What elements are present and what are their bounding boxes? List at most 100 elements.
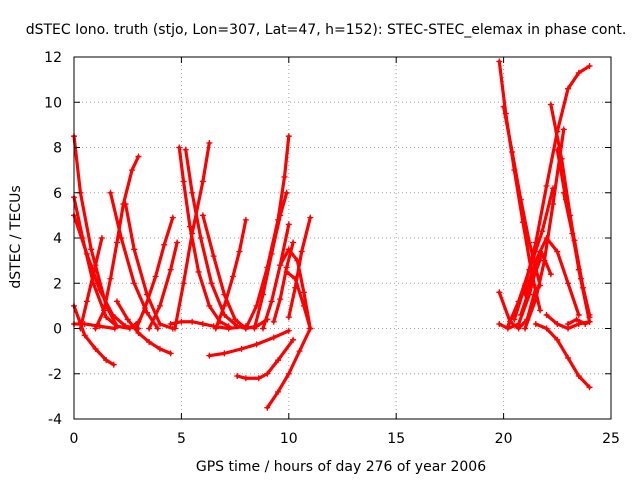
data-point: [206, 139, 213, 146]
data-point: [144, 309, 151, 316]
series-line: [72, 322, 117, 331]
data-point: [277, 296, 284, 303]
data-point: [565, 354, 572, 361]
data-point: [118, 235, 125, 241]
data-point: [539, 228, 546, 235]
data-point: [577, 275, 584, 282]
data-point: [221, 302, 228, 309]
data-point: [275, 388, 282, 395]
series-16: [171, 139, 213, 332]
x-tick-label: 15: [387, 431, 405, 447]
data-point: [532, 257, 539, 264]
series-line: [272, 240, 295, 324]
data-point: [283, 189, 290, 196]
data-point: [180, 280, 187, 287]
y-axis-label: dSTEC / TECUs: [8, 185, 24, 288]
data-point: [141, 305, 148, 312]
data-point: [496, 289, 503, 296]
data-point: [554, 248, 561, 255]
data-point: [234, 323, 241, 330]
data-point: [264, 404, 271, 411]
series-line: [523, 236, 581, 317]
data-point: [146, 325, 153, 332]
data-point: [517, 311, 524, 318]
data-point: [550, 201, 557, 208]
series-line: [512, 64, 592, 322]
series-6: [77, 235, 105, 332]
x-tick-label: 20: [495, 431, 513, 447]
series-18: [212, 216, 249, 332]
data-point: [83, 250, 90, 257]
data-point: [268, 250, 275, 257]
data-point: [206, 352, 213, 359]
data-point: [221, 350, 228, 357]
series-line: [519, 252, 553, 317]
data-point: [296, 348, 303, 355]
data-point: [573, 316, 580, 323]
data-point: [103, 314, 110, 321]
data-point: [543, 311, 550, 318]
data-point: [92, 345, 99, 352]
data-point: [575, 311, 582, 318]
data-point: [156, 320, 163, 327]
data-point: [496, 58, 503, 65]
data-point: [532, 296, 539, 303]
data-point: [135, 330, 142, 337]
data-point: [96, 287, 103, 294]
data-point: [113, 239, 120, 246]
data-point: [285, 327, 292, 334]
y-tick-label: 8: [53, 141, 62, 157]
data-point: [167, 266, 174, 273]
y-tick-label: 6: [53, 186, 62, 202]
data-point: [277, 262, 284, 269]
data-point: [154, 325, 161, 332]
data-point: [285, 370, 292, 377]
data-point: [101, 307, 108, 314]
data-point: [242, 325, 249, 332]
data-point: [285, 246, 292, 253]
data-point: [554, 146, 561, 153]
data-point: [238, 345, 245, 352]
data-point: [133, 325, 140, 332]
data-point: [511, 316, 518, 323]
data-point: [199, 178, 206, 185]
data-point: [206, 302, 213, 309]
data-point: [504, 323, 511, 330]
data-point: [169, 214, 176, 221]
series-20: [234, 336, 297, 382]
data-point: [131, 246, 138, 253]
data-point: [560, 126, 567, 133]
data-point: [103, 357, 110, 364]
x-tick-label: 5: [177, 431, 186, 447]
data-point: [107, 189, 114, 196]
data-point: [156, 345, 163, 352]
x-tick-label: 25: [602, 431, 620, 447]
data-point: [509, 149, 516, 156]
data-point: [307, 325, 314, 332]
data-point: [167, 350, 174, 357]
data-point: [152, 273, 159, 280]
series-line: [108, 191, 160, 331]
data-point: [290, 336, 297, 343]
data-point: [189, 189, 196, 196]
y-tick-label: 2: [53, 276, 62, 292]
y-tick-label: -4: [48, 412, 62, 428]
data-point: [236, 248, 243, 255]
y-tick-label: 4: [53, 231, 62, 247]
data-point: [189, 230, 196, 237]
data-point: [122, 323, 129, 330]
data-point: [515, 325, 522, 332]
data-point: [199, 212, 206, 219]
data-point: [178, 318, 185, 325]
data-point: [307, 214, 314, 221]
data-point: [586, 311, 593, 318]
data-point: [260, 325, 267, 332]
data-point: [161, 241, 168, 248]
data-point: [182, 146, 189, 153]
data-point: [560, 189, 567, 196]
data-point: [543, 235, 550, 241]
data-point: [229, 273, 236, 280]
data-point: [242, 375, 249, 382]
data-point: [167, 320, 174, 327]
